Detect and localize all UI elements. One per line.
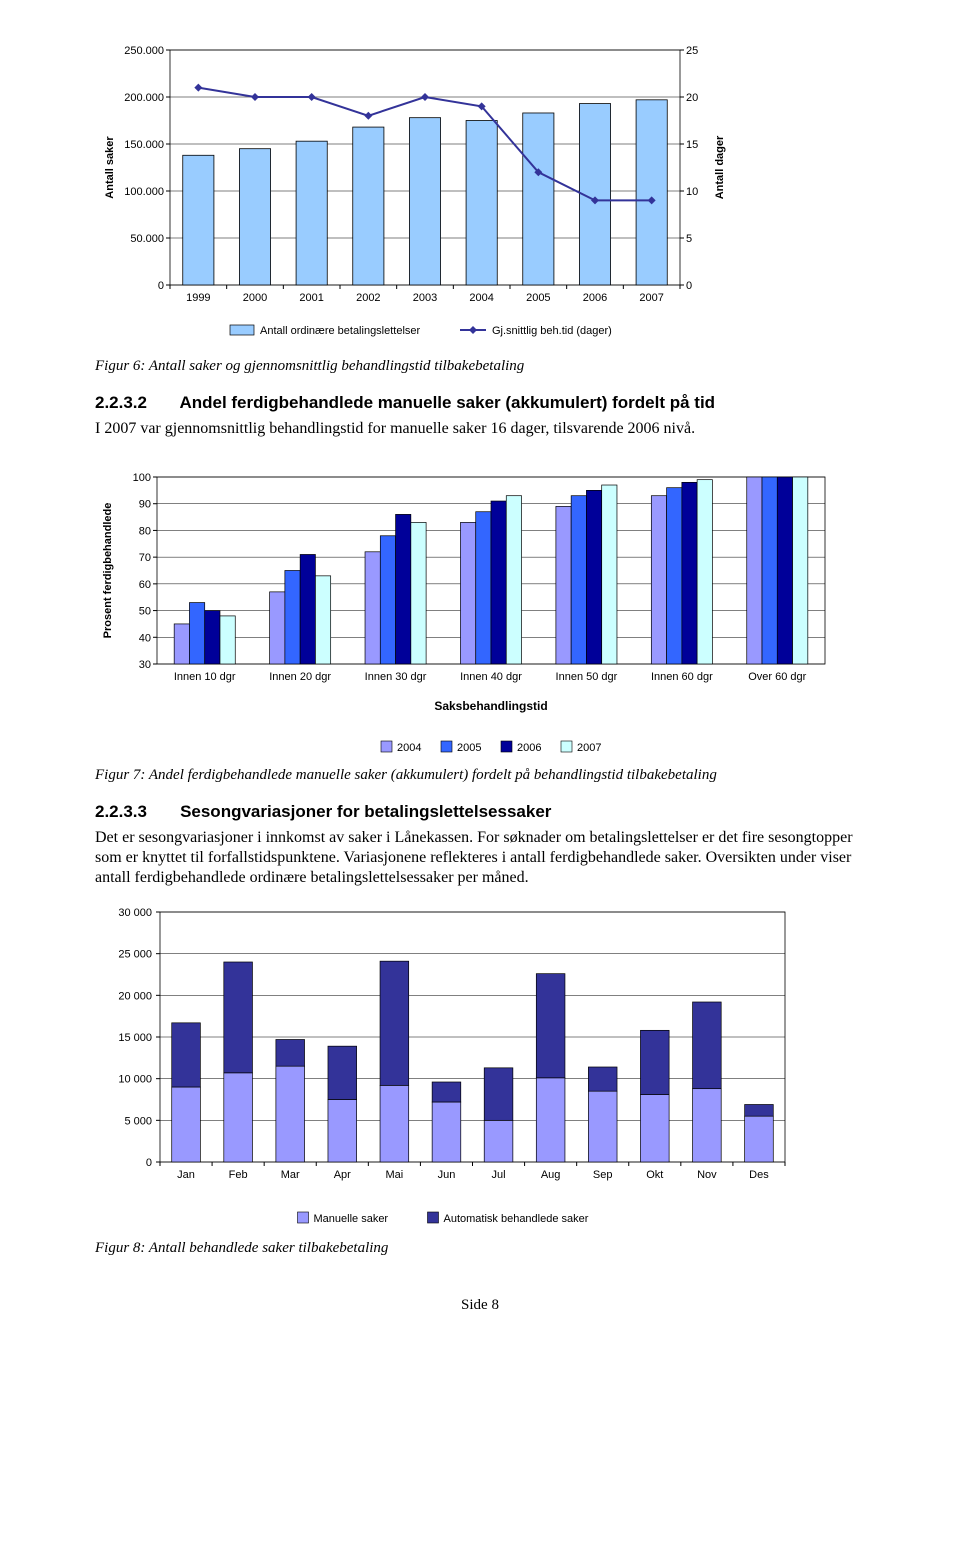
svg-text:15 000: 15 000 [118,1032,152,1044]
section-232-body: I 2007 var gjennomsnittlig behandlingsti… [95,419,865,439]
svg-text:Automatisk behandlede saker: Automatisk behandlede saker [444,1213,589,1225]
svg-text:Innen 60 dgr: Innen 60 dgr [651,671,713,683]
svg-text:150.000: 150.000 [124,139,164,151]
svg-text:1999: 1999 [186,292,210,304]
section-232-no: 2.2.3.2 [95,393,147,412]
svg-text:Antall saker: Antall saker [104,136,116,199]
svg-text:100.000: 100.000 [124,186,164,198]
svg-text:70: 70 [139,552,151,564]
svg-text:20 000: 20 000 [118,990,152,1002]
svg-text:Antall dager: Antall dager [714,135,726,199]
svg-text:Sep: Sep [593,1169,613,1181]
svg-text:Mai: Mai [386,1169,404,1181]
chart1-container: 0 0 50.000 5 100.000 10 150.000 15 200.000 20 250.… [95,40,865,350]
section-233-no: 2.2.3.3 [95,802,147,821]
svg-text:Jan: Jan [177,1169,195,1181]
svg-text:5 000: 5 000 [124,1115,152,1127]
svg-text:250.000: 250.000 [124,45,164,57]
svg-text:Okt: Okt [646,1169,663,1181]
chart3-container: 0 5 000 10 000 15 000 20 000 25 000 30 000 Jan F… [95,902,865,1232]
svg-text:Antall ordinære betalingslette: Antall ordinære betalingslettelser [260,325,421,337]
svg-text:2003: 2003 [413,292,437,304]
figure6-caption: Figur 6: Antall saker og gjennomsnittlig… [95,358,865,375]
page-footer: Side 8 [95,1297,865,1314]
svg-text:25 000: 25 000 [118,949,152,961]
svg-text:0: 0 [158,280,164,292]
svg-text:200.000: 200.000 [124,92,164,104]
section-232-title: Andel ferdigbehandlede manuelle saker (a… [179,393,715,412]
svg-text:2004: 2004 [469,292,493,304]
section-232-heading: 2.2.3.2 Andel ferdigbehandlede manuelle … [95,393,865,413]
chart3: 0 5 000 10 000 15 000 20 000 25 000 30 000 Jan F… [95,902,795,1232]
svg-text:30: 30 [139,659,151,671]
svg-text:Innen 50 dgr: Innen 50 dgr [556,671,618,683]
svg-text:80: 80 [139,525,151,537]
svg-text:Aug: Aug [541,1169,561,1181]
svg-text:Jun: Jun [438,1169,456,1181]
svg-text:Over 60 dgr: Over 60 dgr [748,671,806,683]
svg-text:2000: 2000 [243,292,267,304]
svg-text:2004: 2004 [397,742,421,754]
svg-text:60: 60 [139,579,151,591]
svg-text:2001: 2001 [299,292,323,304]
svg-text:Innen 30 dgr: Innen 30 dgr [365,671,427,683]
svg-text:10 000: 10 000 [118,1074,152,1086]
section-233-body: Det er sesongvariasjoner i innkomst av s… [95,828,865,888]
svg-text:Jul: Jul [492,1169,506,1181]
svg-text:Apr: Apr [334,1169,351,1181]
section-233-title: Sesongvariasjoner for betalingslettelses… [180,802,551,821]
svg-text:2007: 2007 [577,742,601,754]
svg-text:90: 90 [139,499,151,511]
svg-text:50.000: 50.000 [130,233,164,245]
svg-text:5: 5 [686,233,692,245]
svg-text:40: 40 [139,632,151,644]
svg-text:2005: 2005 [526,292,550,304]
svg-text:Gj.snittlig beh.tid (dager): Gj.snittlig beh.tid (dager) [492,325,612,337]
svg-text:2006: 2006 [517,742,541,754]
svg-text:2007: 2007 [639,292,663,304]
svg-text:2006: 2006 [583,292,607,304]
svg-text:100: 100 [133,472,151,484]
svg-text:50: 50 [139,606,151,618]
svg-text:Feb: Feb [229,1169,248,1181]
svg-text:20: 20 [686,92,698,104]
svg-text:Innen 40 dgr: Innen 40 dgr [460,671,522,683]
chart2-container: 30 40 50 60 70 80 90 100 Innen 10 dgr Innen 20 dg… [95,469,865,759]
svg-text:10: 10 [686,186,698,198]
svg-text:Prosent ferdigbehandlede: Prosent ferdigbehandlede [102,503,114,639]
svg-text:Innen 10 dgr: Innen 10 dgr [174,671,236,683]
section-233-heading: 2.2.3.3 Sesongvariasjoner for betalingsl… [95,802,865,822]
svg-text:2005: 2005 [457,742,481,754]
svg-text:30 000: 30 000 [118,907,152,919]
svg-text:25: 25 [686,45,698,57]
svg-text:15: 15 [686,139,698,151]
svg-text:2002: 2002 [356,292,380,304]
svg-text:Des: Des [749,1169,769,1181]
svg-text:0: 0 [686,280,692,292]
svg-text:0: 0 [146,1157,152,1169]
svg-text:Manuelle saker: Manuelle saker [314,1213,389,1225]
svg-text:Innen 20 dgr: Innen 20 dgr [269,671,331,683]
chart1: 0 0 50.000 5 100.000 10 150.000 15 200.000 20 250.… [95,40,735,350]
figure7-caption: Figur 7: Andel ferdigbehandlede manuelle… [95,767,865,784]
svg-text:Mar: Mar [281,1169,300,1181]
svg-text:Nov: Nov [697,1169,717,1181]
svg-text:Saksbehandlingstid: Saksbehandlingstid [434,699,547,713]
chart2: 30 40 50 60 70 80 90 100 Innen 10 dgr Innen 20 dg… [95,469,835,759]
figure8-caption: Figur 8: Antall behandlede saker tilbake… [95,1240,865,1257]
